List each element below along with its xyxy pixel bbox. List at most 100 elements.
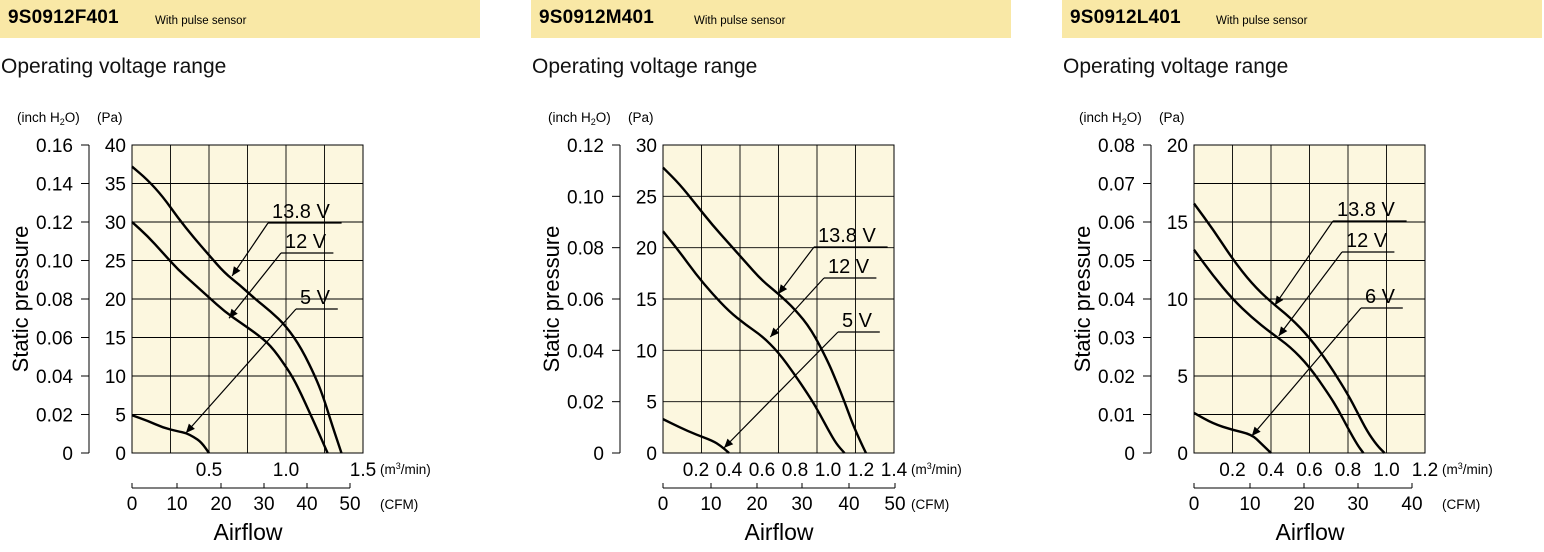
y-unit-pa: (Pa) bbox=[97, 110, 123, 125]
curve-label: 13.8 V bbox=[1274, 199, 1407, 306]
x-tick-label-cfm: 30 bbox=[253, 494, 274, 515]
chart-subtitle: Operating voltage range bbox=[532, 55, 758, 78]
y-unit-inch: (inch H2O) bbox=[548, 110, 611, 127]
fan-chart-panel-9S0912F401: 9S0912F401 With pulse sensor Operating v… bbox=[0, 0, 480, 552]
model-number: 9S0912M401 bbox=[539, 7, 655, 28]
x-tick-label-cfm: 40 bbox=[838, 494, 859, 515]
y-tick-label-inch: 0.03 bbox=[1098, 329, 1135, 350]
x-tick-label-m3min: 1.4 bbox=[881, 460, 908, 481]
curve-label-leader bbox=[185, 308, 297, 434]
y-tick-label-inch: 0.06 bbox=[567, 290, 604, 311]
y-tick-label-pa: 30 bbox=[105, 213, 126, 234]
curve-label-arrowhead bbox=[1274, 295, 1284, 306]
y-tick-label-inch: 0 bbox=[62, 444, 73, 465]
y-tick-label-inch: 0.14 bbox=[36, 175, 73, 196]
curve-label-text: 13.8 V bbox=[1337, 199, 1395, 221]
curve-label-arrowhead bbox=[185, 423, 195, 433]
x-unit-m3min: (m3/min) bbox=[380, 461, 431, 477]
curve-label: 12 V bbox=[228, 231, 334, 319]
pq-curve-chart: 0 5 10 15 20 25 30 0 0.02 0.04 0.06 0.08 0.10 0.12 (in… bbox=[539, 110, 962, 545]
curve-label-text: 5 V bbox=[300, 287, 331, 309]
y-axis-label: Static pressure bbox=[539, 226, 564, 373]
curve-label-leader bbox=[778, 246, 815, 295]
y-tick-label-pa: 25 bbox=[105, 252, 126, 273]
y-tick-label-pa: 0 bbox=[115, 444, 126, 465]
y-tick-label-inch: 0.12 bbox=[567, 136, 604, 157]
x-unit-cfm: (CFM) bbox=[1442, 497, 1480, 512]
x-tick-label-cfm: 40 bbox=[1401, 494, 1422, 515]
y-tick-label-inch: 0.02 bbox=[567, 393, 604, 414]
y-tick-label-pa: 20 bbox=[636, 239, 657, 260]
curve-label-text: 13.8 V bbox=[272, 201, 330, 223]
series-line-12vv bbox=[131, 221, 329, 454]
curve-label-leader bbox=[1251, 307, 1362, 437]
x-tick-label-m3min: 1.2 bbox=[848, 460, 874, 481]
curve-label: 13.8 V bbox=[778, 225, 888, 295]
y-tick-label-inch: 0.08 bbox=[1098, 136, 1135, 157]
y-tick-label-inch: 0.05 bbox=[1098, 252, 1135, 273]
model-header: 9S0912F401 With pulse sensor bbox=[0, 0, 480, 38]
y-axis-label: Static pressure bbox=[8, 226, 33, 373]
series-line-5vv bbox=[662, 418, 730, 454]
pq-curve-chart: 0 5 10 15 20 0 0.01 0.02 0.03 0.04 0.05 0.06 0.07 0.0… bbox=[1070, 110, 1493, 545]
y-tick-label-pa: 5 bbox=[646, 393, 657, 414]
x-unit-m3min: (m3/min) bbox=[911, 461, 962, 477]
model-header: 9S0912M401 With pulse sensor bbox=[531, 0, 1011, 38]
curve-label-text: 12 V bbox=[828, 256, 870, 278]
y-tick-label-pa: 15 bbox=[636, 290, 657, 311]
x-tick-label-m3min: 0.2 bbox=[1219, 460, 1245, 481]
x-tick-label-cfm: 0 bbox=[1189, 494, 1200, 515]
y-tick-label-pa: 0 bbox=[1177, 444, 1188, 465]
series-line-12vv bbox=[662, 230, 846, 454]
x-tick-label-m3min: 1.5 bbox=[350, 460, 376, 481]
curve-label-text: 5 V bbox=[842, 310, 873, 332]
y-tick-label-inch: 0 bbox=[1124, 444, 1135, 465]
x-unit-cfm: (CFM) bbox=[911, 497, 949, 512]
y-tick-label-inch: 0.04 bbox=[36, 367, 73, 388]
y-tick-label-pa: 10 bbox=[636, 341, 657, 362]
y-tick-label-pa: 20 bbox=[1167, 136, 1188, 157]
y-tick-label-pa: 15 bbox=[105, 329, 126, 350]
y-tick-label-inch: 0.07 bbox=[1098, 175, 1135, 196]
x-unit-cfm: (CFM) bbox=[380, 497, 418, 512]
curve-label-leader bbox=[723, 331, 839, 449]
y-axis-label: Static pressure bbox=[1070, 226, 1095, 373]
curve-label-arrowhead bbox=[770, 327, 780, 337]
model-header: 9S0912L401 With pulse sensor bbox=[1062, 0, 1542, 38]
x-tick-label-cfm: 20 bbox=[1293, 494, 1314, 515]
y-tick-label-inch: 0.10 bbox=[567, 187, 604, 208]
x-tick-label-m3min: 0.8 bbox=[782, 460, 808, 481]
curve-label-arrowhead bbox=[1278, 326, 1288, 336]
y-unit-inch: (inch H2O) bbox=[1079, 110, 1142, 127]
x-tick-label-m3min: 0.4 bbox=[716, 460, 743, 481]
x-tick-label-cfm: 40 bbox=[296, 494, 317, 515]
sensor-note: With pulse sensor bbox=[155, 15, 247, 27]
chart-subtitle: Operating voltage range bbox=[1, 55, 227, 78]
series-line-138vv bbox=[662, 166, 868, 454]
model-number: 9S0912F401 bbox=[8, 7, 119, 28]
y-tick-label-inch: 0.02 bbox=[36, 406, 73, 427]
y-tick-label-inch: 0.06 bbox=[36, 329, 73, 350]
model-number: 9S0912L401 bbox=[1070, 7, 1181, 28]
y-tick-label-inch: 0.08 bbox=[36, 290, 73, 311]
curve-label: 6 V bbox=[1251, 286, 1403, 437]
y-tick-label-inch: 0.01 bbox=[1098, 406, 1135, 427]
x-tick-label-cfm: 10 bbox=[1239, 494, 1260, 515]
y-tick-label-inch: 0.04 bbox=[567, 341, 604, 362]
curve-label-text: 6 V bbox=[1365, 286, 1396, 308]
y-tick-label-pa: 10 bbox=[105, 367, 126, 388]
y-tick-label-pa: 25 bbox=[636, 187, 657, 208]
y-tick-label-inch: 0.04 bbox=[1098, 290, 1135, 311]
curve-label-text: 12 V bbox=[285, 231, 327, 253]
y-tick-label-pa: 5 bbox=[1177, 367, 1188, 388]
sensor-note: With pulse sensor bbox=[694, 15, 786, 27]
chart-subtitle: Operating voltage range bbox=[1063, 55, 1289, 78]
x-tick-label-m3min: 0.4 bbox=[1258, 460, 1285, 481]
x-tick-label-m3min: 1.2 bbox=[1412, 460, 1438, 481]
series-line-138vv bbox=[1193, 202, 1386, 454]
curve-label-text: 13.8 V bbox=[818, 225, 876, 247]
y-tick-label-pa: 15 bbox=[1167, 213, 1188, 234]
x-tick-label-m3min: 0.2 bbox=[683, 460, 709, 481]
curve-label-arrowhead bbox=[232, 266, 241, 276]
x-tick-label-cfm: 50 bbox=[339, 494, 360, 515]
